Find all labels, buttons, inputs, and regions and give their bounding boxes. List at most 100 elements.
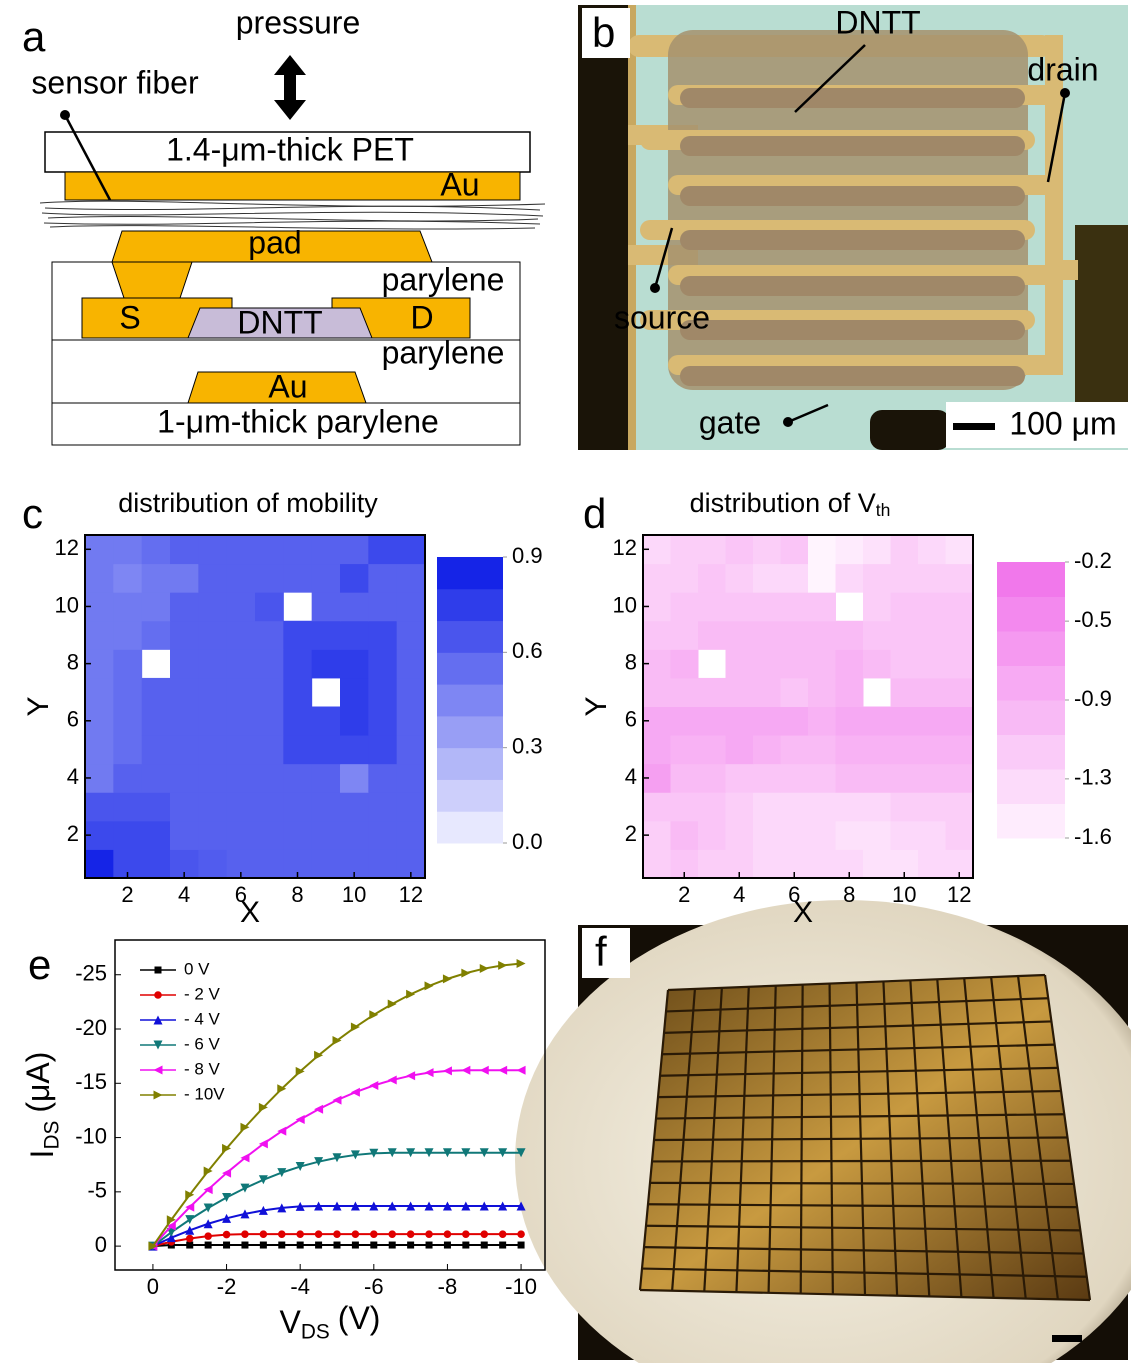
dntt-stripe — [680, 230, 1025, 250]
data-point — [278, 1230, 286, 1238]
dntt-stripe — [680, 320, 1025, 340]
heat-cell — [918, 535, 946, 564]
label: 1-μm-thick parylene — [157, 403, 439, 439]
heat-cell — [85, 678, 114, 707]
heat-cell — [170, 621, 199, 650]
pad-dark — [870, 410, 950, 450]
heat-cell — [283, 707, 312, 736]
heat-cell — [368, 821, 397, 850]
colorbar-band — [997, 631, 1065, 666]
heat-cell — [198, 535, 227, 564]
dntt-stripe — [680, 186, 1025, 206]
colorbar-label: -1.6 — [1074, 824, 1112, 849]
heat-cell — [753, 764, 781, 793]
heat-cell — [85, 792, 114, 821]
heat-cell — [753, 592, 781, 621]
data-point — [517, 1230, 525, 1238]
via — [112, 262, 192, 298]
heat-cell — [918, 821, 946, 850]
heat-cell — [113, 735, 142, 764]
heat-cell — [312, 849, 341, 878]
heat-cell — [671, 621, 699, 650]
heat-cell — [283, 735, 312, 764]
heat-cell — [85, 621, 114, 650]
heat-cell — [255, 649, 284, 678]
heat-cell — [698, 735, 726, 764]
heat-cell — [397, 592, 426, 621]
heat-cell — [863, 849, 891, 878]
scale-bar — [953, 423, 995, 430]
heat-cell — [397, 735, 426, 764]
heat-cell — [863, 564, 891, 593]
heat-cell — [227, 764, 256, 793]
x-tick-label: -10 — [505, 1274, 537, 1299]
heat-cell — [726, 564, 754, 593]
heat-cell — [142, 821, 171, 850]
heat-cell — [312, 621, 341, 650]
x-tick-label: 8 — [291, 882, 303, 907]
heat-cell — [227, 621, 256, 650]
heat-cell — [946, 649, 974, 678]
label: sensor fiber — [31, 64, 199, 100]
x-tick-label: 10 — [342, 882, 366, 907]
heat-cell — [142, 707, 171, 736]
data-point — [389, 1242, 396, 1249]
heat-cell — [726, 678, 754, 707]
heat-cell — [781, 707, 809, 736]
heat-cell — [85, 849, 114, 878]
heat-cell — [198, 792, 227, 821]
colorbar-band — [997, 735, 1065, 770]
heat-cell — [368, 678, 397, 707]
heat-cell — [698, 707, 726, 736]
heat-cell — [85, 564, 114, 593]
label: D — [410, 299, 433, 335]
heat-cell — [255, 592, 284, 621]
y-tick-label: 0 — [95, 1232, 107, 1257]
heat-cell — [671, 735, 699, 764]
data-point — [444, 1242, 451, 1249]
label: Au — [440, 166, 479, 202]
heat-cell — [946, 821, 974, 850]
heat-cell — [946, 535, 974, 564]
heat-cell — [227, 592, 256, 621]
heat-cell — [671, 792, 699, 821]
panel-f: f — [515, 900, 1131, 1363]
heat-cell — [227, 821, 256, 850]
heat-cell — [781, 535, 809, 564]
x-tick-label: 12 — [947, 882, 971, 907]
heat-cell — [643, 621, 671, 650]
heat-cell — [255, 821, 284, 850]
heat-cell — [726, 621, 754, 650]
x-tick-label: -2 — [217, 1274, 237, 1299]
heat-cell — [753, 621, 781, 650]
legend-label: - 6 V — [184, 1034, 221, 1053]
heat-cell — [113, 649, 142, 678]
heat-cell — [753, 735, 781, 764]
heat-cell — [255, 535, 284, 564]
x-tick-label: 2 — [678, 882, 690, 907]
heat-cell — [753, 678, 781, 707]
heat-cell — [946, 764, 974, 793]
y-tick-label: 2 — [67, 821, 79, 846]
y-tick-label: 12 — [55, 535, 79, 560]
data-point — [518, 1242, 525, 1249]
heat-cell — [227, 535, 256, 564]
colorbar-band — [997, 769, 1065, 804]
heat-cell — [397, 764, 426, 793]
heat-cell — [918, 707, 946, 736]
heat-cell — [891, 564, 919, 593]
heat-cell — [946, 792, 974, 821]
heat-cell — [142, 735, 171, 764]
heat-cell — [671, 821, 699, 850]
heat-cell — [836, 564, 864, 593]
colorbar-band — [437, 716, 503, 748]
heat-cell — [368, 849, 397, 878]
data-point — [499, 1230, 507, 1238]
panel-letter: b — [592, 9, 615, 56]
heat-cell — [255, 678, 284, 707]
heat-cell — [891, 707, 919, 736]
heat-cell — [863, 792, 891, 821]
heat-cell — [946, 678, 974, 707]
y-tick-label: 10 — [613, 592, 637, 617]
heat-cell — [891, 792, 919, 821]
